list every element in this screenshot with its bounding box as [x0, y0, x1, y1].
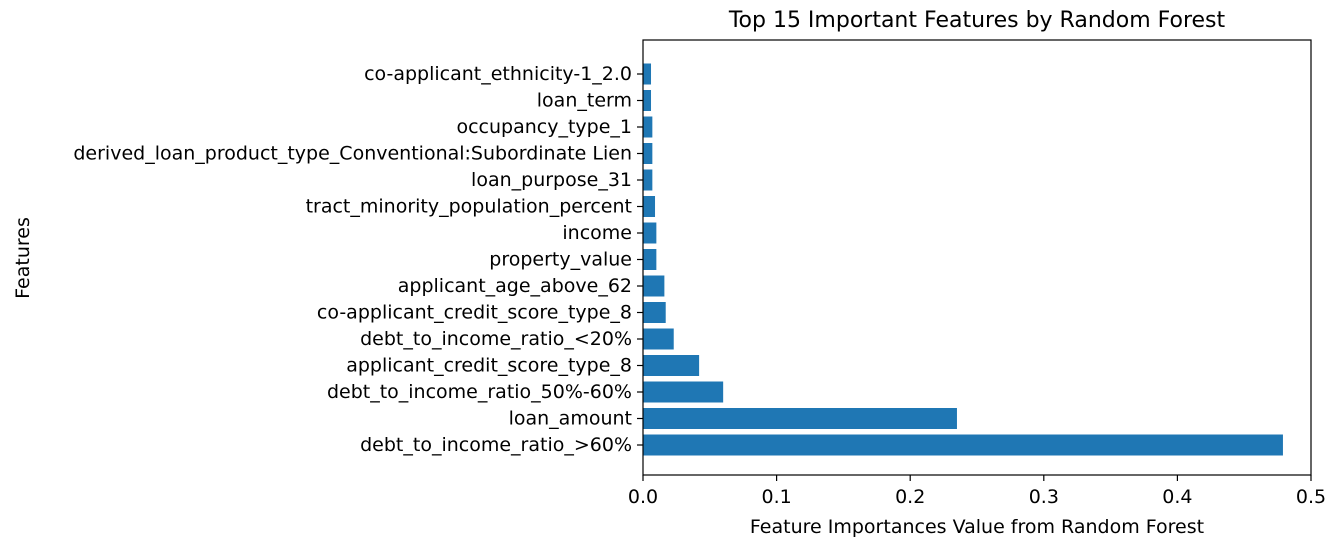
bar [643, 169, 653, 191]
y-tick-label: loan_term [537, 90, 632, 112]
x-tick-label: 0.3 [1029, 486, 1059, 508]
y-tick-label: debt_to_income_ratio_<20% [360, 328, 632, 350]
y-tick-label: applicant_age_above_62 [398, 275, 632, 297]
bar [643, 355, 700, 376]
chart-title: Top 15 Important Features by Random Fore… [728, 8, 1226, 33]
y-tick-label: co-applicant_ethnicity-1_2.0 [364, 63, 632, 85]
bar [643, 328, 674, 350]
y-tick-label: loan_purpose_31 [471, 169, 632, 191]
y-tick-label: applicant_credit_score_type_8 [346, 355, 632, 377]
bar [643, 381, 724, 403]
bar [643, 116, 653, 138]
bar [643, 196, 656, 217]
y-tick-label: debt_to_income_ratio_50%-60% [327, 381, 632, 403]
plot-frame [642, 39, 1312, 476]
y-tick-label: loan_amount [509, 408, 632, 430]
x-tick-label: 0.0 [628, 486, 658, 508]
x-tick-group: 0.0 0.1 0.2 0.3 0.4 0.5 [628, 475, 1326, 508]
y-tick-label: property_value [489, 249, 632, 271]
bar [643, 249, 657, 270]
x-tick-label: 0.5 [1296, 486, 1326, 508]
y-tick-label: debt_to_income_ratio_>60% [360, 434, 632, 456]
x-tick-label: 0.1 [761, 486, 791, 508]
x-axis-label: Feature Importances Value from Random Fo… [750, 516, 1204, 538]
bar [643, 408, 957, 429]
x-tick-label: 0.4 [1162, 486, 1192, 508]
bar [643, 434, 1283, 456]
y-tick-label: income [562, 222, 632, 244]
bar [643, 222, 657, 244]
y-tick-label: occupancy_type_1 [456, 116, 632, 138]
bar [643, 302, 666, 323]
bar [643, 143, 653, 164]
y-axis-label: Features [12, 217, 34, 299]
y-tick-label: co-applicant_credit_score_type_8 [317, 302, 632, 324]
bar [643, 63, 652, 85]
bars-group [643, 63, 1283, 456]
x-tick-label: 0.2 [895, 486, 925, 508]
y-tick-label: tract_minority_population_percent [306, 196, 632, 218]
bar [643, 90, 652, 111]
y-tick-group: debt_to_income_ratio_>60% loan_amount debt… [73, 63, 643, 456]
bar [643, 275, 665, 297]
y-tick-label: derived_loan_product_type_Conventional:S… [73, 143, 632, 165]
